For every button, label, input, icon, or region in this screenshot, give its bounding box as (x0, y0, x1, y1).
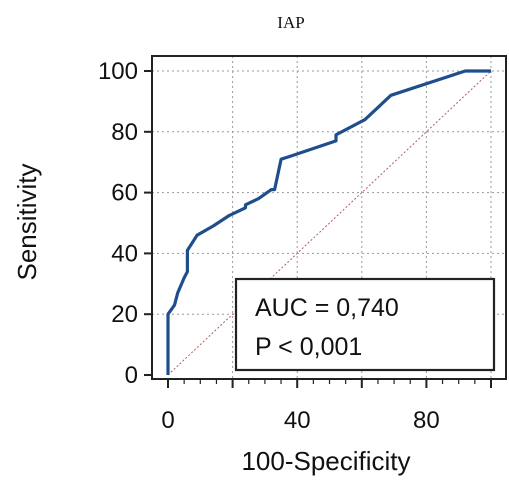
p-value-text: P < 0,001 (255, 333, 362, 361)
roc-curve (166, 69, 491, 375)
y-tick-label: 80 (111, 119, 138, 146)
x-tick-label: 0 (161, 407, 174, 434)
y-axis-label: Sensitivity (12, 163, 42, 280)
annotation-box: AUC = 0,740 P < 0,001 (234, 277, 496, 372)
x-tick-label: 80 (413, 407, 440, 434)
annotation-frame (234, 277, 496, 372)
x-tick-label: 40 (284, 407, 311, 434)
x-ticks: 0 40 80 (161, 379, 492, 434)
y-tick-label: 20 (111, 301, 138, 328)
x-axis-label: 100-Specificity (241, 446, 410, 476)
y-tick-label: 60 (111, 180, 138, 207)
y-tick-label: 0 (125, 362, 138, 389)
roc-curve-path (166, 69, 491, 375)
chart-title: IAP (277, 13, 304, 32)
reference-line (167, 70, 492, 376)
auc-text: AUC = 0,740 (255, 294, 399, 322)
y-tick-label: 100 (98, 58, 138, 85)
diagonal-reference-path (167, 70, 492, 376)
y-ticks: 0 20 40 60 80 100 (98, 58, 152, 389)
y-tick-label: 40 (111, 240, 138, 267)
